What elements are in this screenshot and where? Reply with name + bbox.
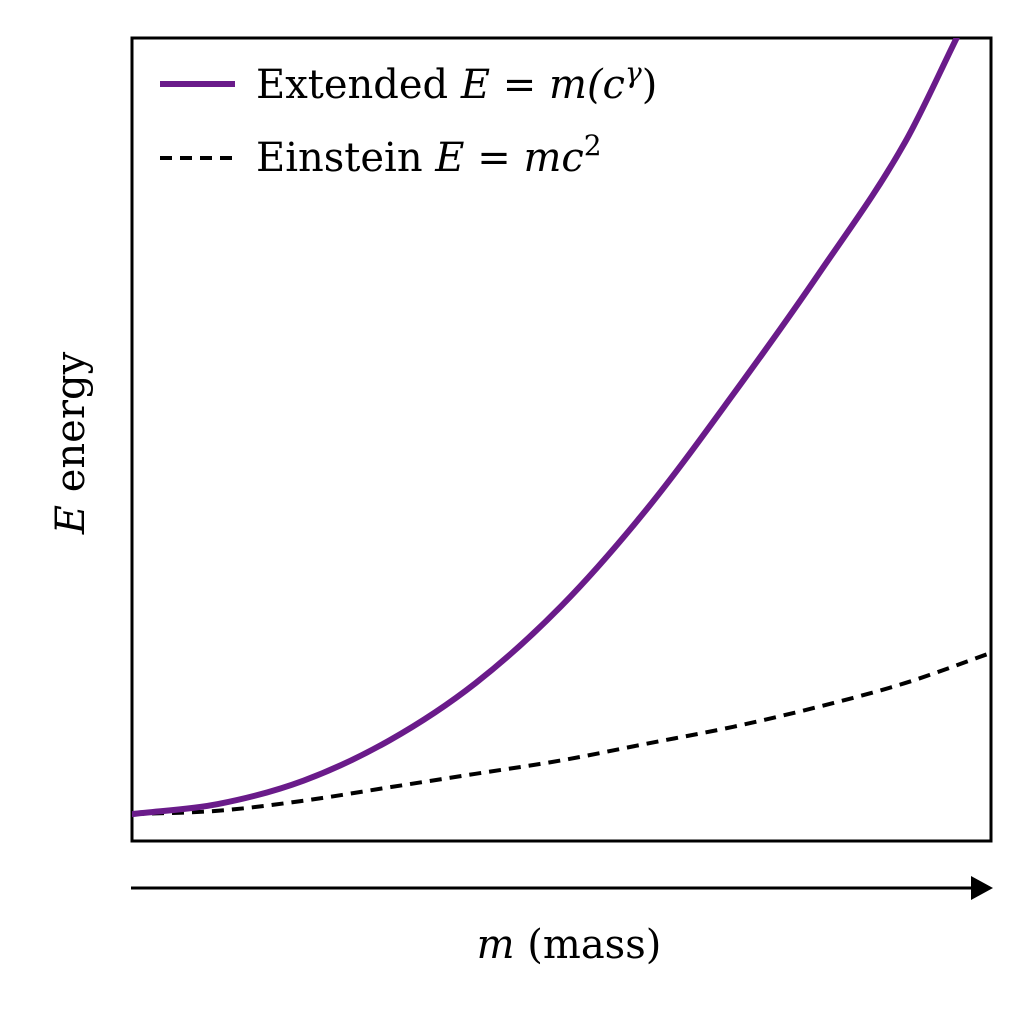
x-axis-label-rest: (mass) bbox=[515, 922, 662, 968]
legend-extended-formula: E = m(c bbox=[460, 62, 625, 108]
y-axis-label-var: E bbox=[48, 505, 94, 535]
legend-extended-prefix: Extended bbox=[256, 62, 461, 108]
legend-extended-exponent: γ bbox=[625, 56, 642, 89]
y-axis-label-rest: energy bbox=[48, 351, 94, 505]
legend-extended-suffix: ) bbox=[642, 62, 658, 108]
legend: Extended E = m(cγ) Einstein E = mc2 bbox=[160, 56, 657, 181]
series-layer bbox=[132, 38, 991, 818]
legend-label-einstein: Einstein E = mc2 bbox=[256, 129, 602, 181]
legend-einstein-formula: E = mc bbox=[434, 135, 583, 181]
y-axis-label: E energy bbox=[48, 351, 94, 535]
x-axis-arrow bbox=[131, 876, 993, 900]
legend-label-extended: Extended E = m(cγ) bbox=[256, 56, 657, 108]
series-line-extended bbox=[132, 38, 960, 818]
legend-einstein-exponent: 2 bbox=[584, 129, 602, 162]
plot-frame bbox=[130, 36, 993, 843]
x-axis-label: m (mass) bbox=[477, 922, 662, 968]
x-axis-arrow-head bbox=[971, 876, 993, 900]
legend-einstein-prefix: Einstein bbox=[256, 135, 435, 181]
series-line-einstein bbox=[132, 650, 991, 817]
x-axis-label-var: m bbox=[477, 922, 515, 968]
